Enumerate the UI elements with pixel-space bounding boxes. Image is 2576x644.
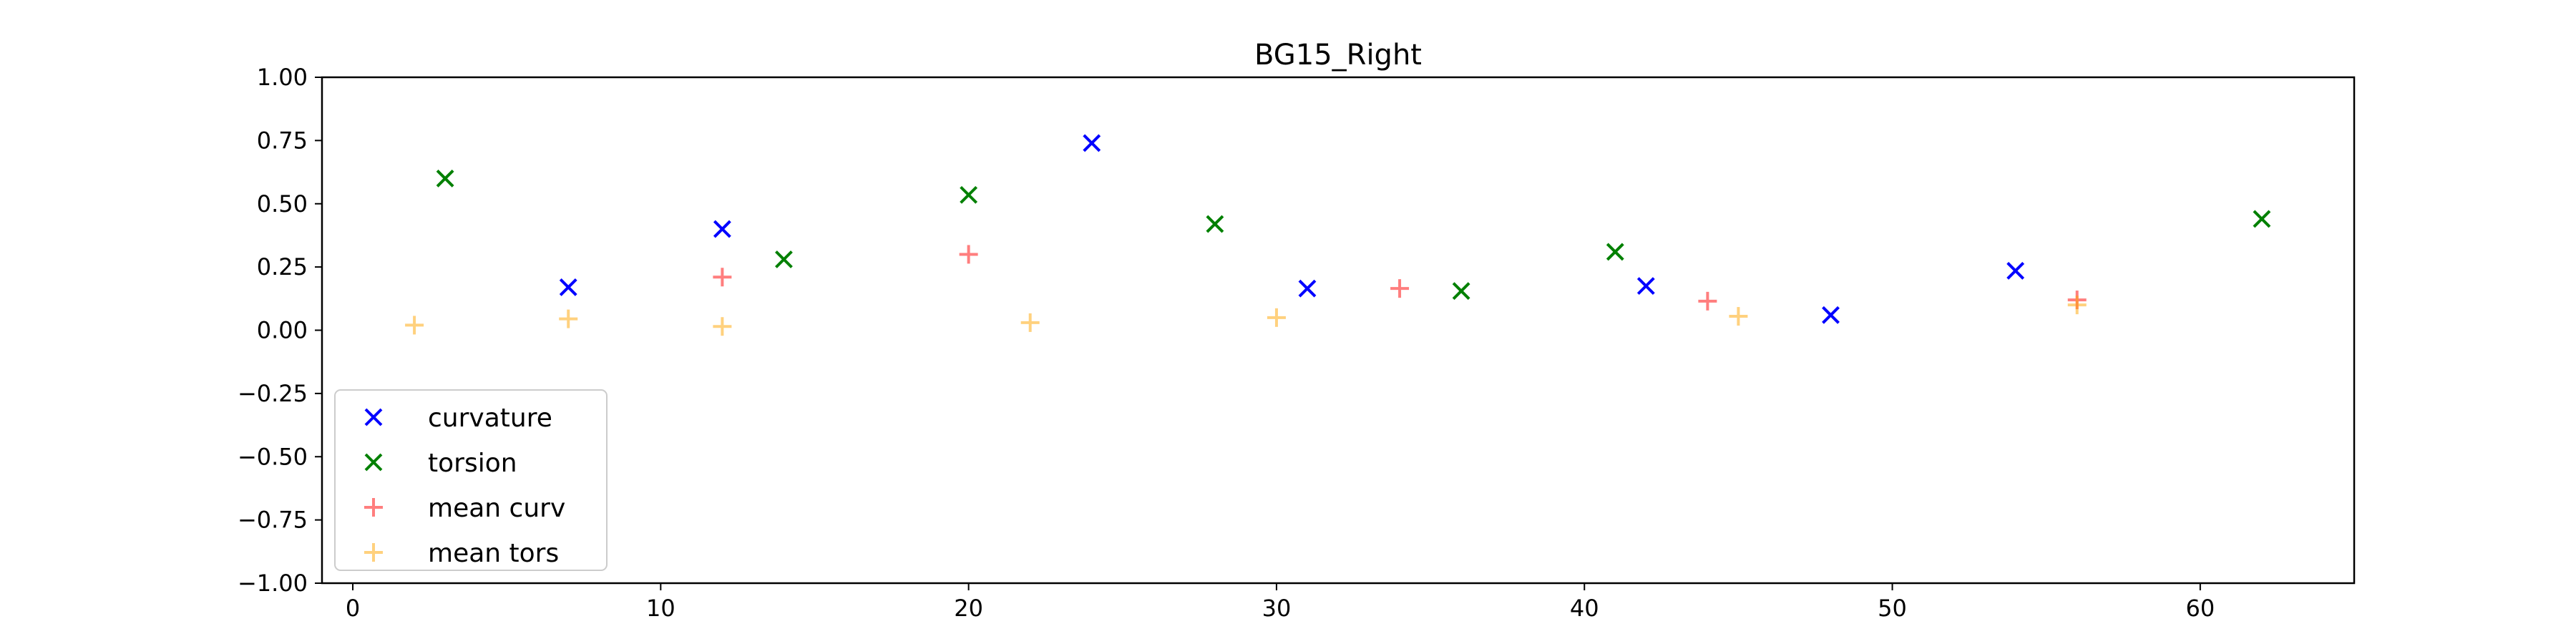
data-point [1606,243,1624,261]
marker-stroke [1206,215,1224,233]
marker-stroke [960,185,978,204]
x-tick-label: 10 [646,595,675,622]
legend-marker [364,453,383,472]
y-tick-label: 1.00 [257,64,308,91]
legend-marker [364,408,383,426]
marker-stroke [1452,282,1470,301]
data-point [960,185,978,204]
data-point [713,317,732,336]
data-point [1729,307,1748,326]
data-point [2067,296,2087,315]
data-point [1390,279,1410,298]
plot-frame [321,76,2356,585]
x-tick-label: 60 [2185,595,2215,622]
plot-area [321,76,2356,585]
x-tick-label: 20 [954,595,983,622]
data-point [559,278,577,296]
x-tick-label: 30 [1262,595,1292,622]
data-point [713,220,731,238]
data-point [1298,279,1317,298]
marker-stroke [364,453,383,472]
marker-stroke [436,169,454,187]
y-tick-label: −0.50 [238,443,308,470]
legend-marker [364,543,383,562]
y-tick-label: 0.25 [257,253,308,280]
legend-label: mean curv [428,494,565,523]
data-point [2006,262,2025,280]
x-tick-label: 40 [1570,595,1599,622]
data-points [405,134,2271,336]
marker-stroke [2253,210,2271,228]
data-point [405,316,424,335]
series-curvature [559,134,2025,324]
data-point [1020,313,1040,332]
marker-stroke [1636,277,1655,296]
data-point [713,268,732,287]
marker-stroke [1606,243,1624,261]
x-tick-label: 50 [1878,595,1907,622]
marker-stroke [559,278,577,296]
marker-stroke [364,408,383,426]
legend-label: curvature [428,404,552,433]
series-mean-tors [405,296,2087,336]
y-tick-label: 0.75 [257,127,308,154]
y-tick-label: −0.75 [238,507,308,534]
axes: 0 10 20 30 40 50 60 1.00 0.75 0.50 0.25 0.00 −0.25 −0… [238,64,2215,622]
legend-marker [364,498,383,517]
marker-stroke [1298,279,1317,298]
legend-box [334,389,608,571]
marker-stroke [1822,306,1840,324]
series-torsion [436,169,2271,301]
marker-stroke [2006,262,2025,280]
marker-stroke [713,220,731,238]
data-point [1822,306,1840,324]
data-point [1636,277,1655,296]
data-point [959,245,978,264]
data-point [775,250,793,268]
legend-label: torsion [428,449,517,478]
legend-label: mean tors [428,539,559,568]
data-point [559,309,578,328]
data-point [436,169,454,187]
data-point [2253,210,2271,228]
marker-stroke [775,250,793,268]
chart-title: BG15_Right [1254,39,1422,72]
y-tick-label: −0.25 [238,380,308,407]
x-tick-label: 0 [346,595,360,622]
legend: curvature torsion mean curv mean tors [334,389,608,571]
data-point [1267,308,1286,327]
data-point [1083,134,1101,152]
marker-stroke [1083,134,1101,152]
y-tick-label: −1.00 [238,570,308,597]
y-tick-label: 0.50 [257,190,308,218]
y-tick-label: 0.00 [257,317,308,344]
data-point [1206,215,1224,233]
data-point [1452,282,1470,301]
data-point [1698,291,1717,311]
